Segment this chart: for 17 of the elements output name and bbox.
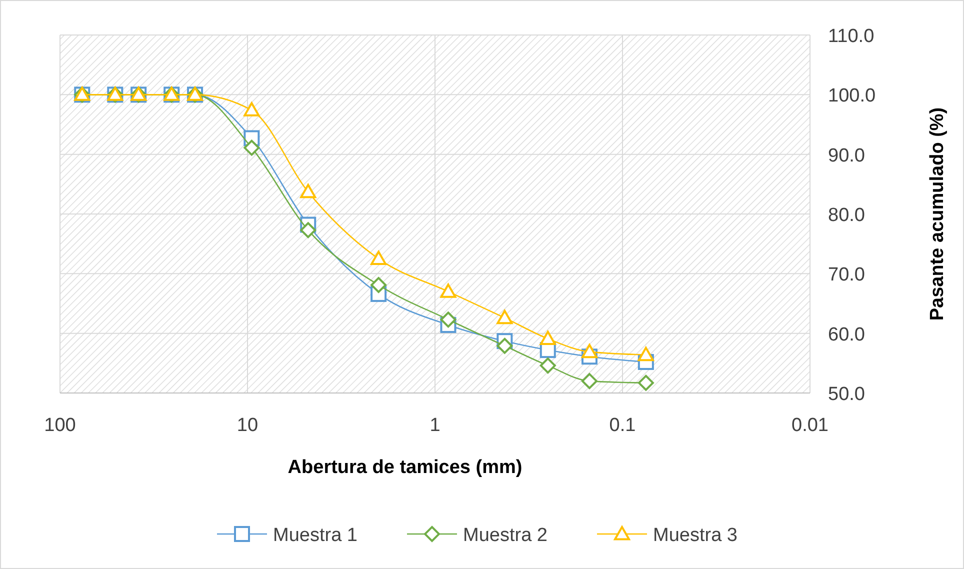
x-tick-label: 0.1 <box>609 415 636 436</box>
legend-label: Muestra 2 <box>463 525 548 546</box>
y-axis-title: Pasante acumulado (%) <box>927 107 948 321</box>
y-tick-label: 90.0 <box>828 145 865 166</box>
x-tick-label: 10 <box>236 415 258 436</box>
y-tick-label: 60.0 <box>828 324 865 346</box>
x-tick-label: 1 <box>430 415 440 436</box>
legend-label: Muestra 3 <box>653 525 738 546</box>
y-tick-label: 70.0 <box>828 264 865 286</box>
x-tick-label: 100 <box>44 415 76 436</box>
y-tick-label: 80.0 <box>828 205 865 226</box>
y-tick-label: 50.0 <box>828 384 865 405</box>
x-axis-title: Abertura de tamices (mm) <box>288 457 522 478</box>
y-tick-label: 100.0 <box>828 86 876 107</box>
legend-label: Muestra 1 <box>273 525 358 546</box>
x-tick-label: 0.01 <box>792 415 828 436</box>
y-tick-label: 110.0 <box>828 26 874 47</box>
